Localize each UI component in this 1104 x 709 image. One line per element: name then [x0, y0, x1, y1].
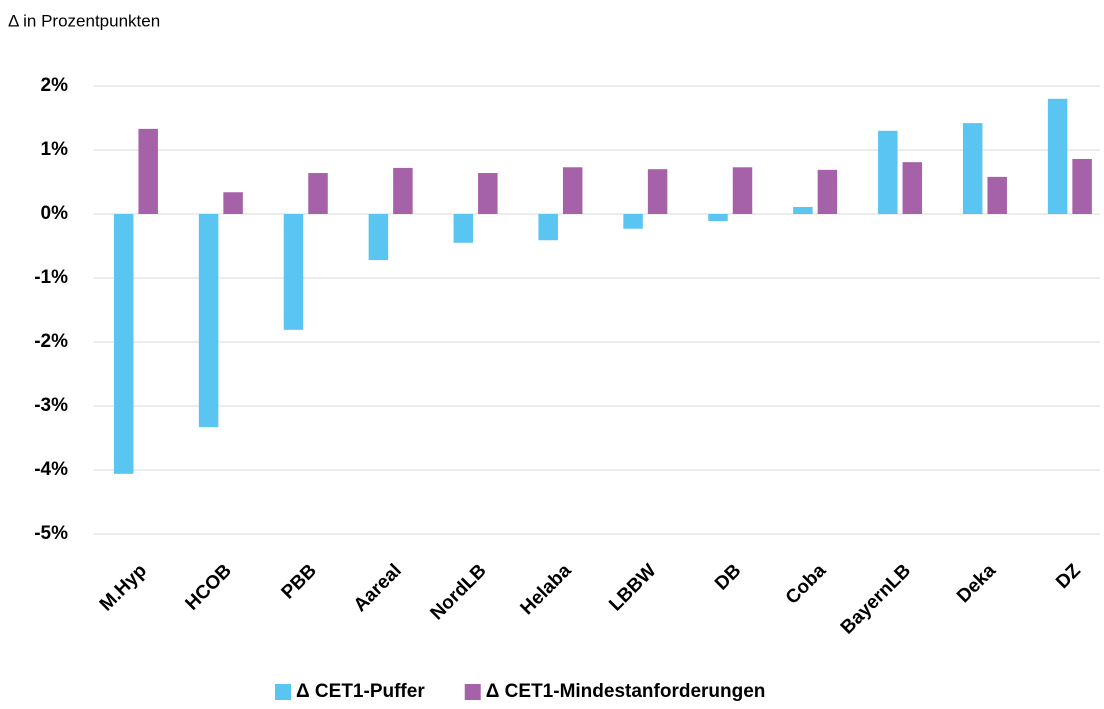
bar — [198, 214, 219, 428]
legend-swatch — [275, 684, 291, 700]
y-tick-label: -2% — [34, 331, 68, 352]
chart-subtitle: Δ in Prozentpunkten — [8, 11, 160, 30]
legend-label: Δ CET1-Mindestanforderungen — [486, 681, 766, 702]
x-tick-label: Coba — [782, 560, 831, 609]
bar — [478, 173, 498, 214]
bar — [817, 169, 838, 214]
bar — [308, 173, 328, 214]
x-tick-label: DZ — [1052, 560, 1085, 593]
bar — [962, 123, 983, 214]
x-tick-label: NordLB — [427, 560, 491, 624]
x-tick-label: Helaba — [517, 560, 576, 619]
bar — [647, 169, 668, 214]
bar — [708, 214, 728, 222]
y-tick-label: -1% — [34, 267, 68, 288]
y-tick-label: -4% — [34, 459, 68, 480]
x-tick-label: DB — [711, 560, 745, 594]
bar — [1047, 98, 1068, 214]
y-tick-label: -3% — [34, 395, 68, 416]
bar — [902, 162, 923, 214]
bar — [562, 167, 583, 214]
bar — [987, 176, 1007, 214]
x-tick-label: BayernLB — [837, 560, 915, 638]
bar — [623, 214, 643, 229]
y-tick-label: 1% — [41, 139, 69, 160]
x-tick-label: Deka — [953, 560, 1000, 607]
bar — [732, 167, 753, 214]
bar — [393, 167, 413, 214]
bar — [138, 128, 158, 214]
x-tick-label: Aareal — [350, 560, 406, 616]
x-tick-label: HCOB — [182, 560, 236, 614]
x-tick-label: LBBW — [605, 560, 660, 615]
bar — [113, 214, 134, 474]
x-tick-label: M.Hyp — [96, 560, 151, 615]
legend-label: Δ CET1-Puffer — [296, 681, 425, 702]
y-tick-label: 0% — [41, 203, 69, 224]
legend-swatch — [464, 684, 481, 700]
bar — [793, 206, 813, 214]
bar — [283, 214, 304, 330]
y-tick-label: -5% — [34, 523, 68, 544]
bar — [223, 192, 243, 214]
x-tick-label: PBB — [278, 560, 321, 603]
y-tick-label: 2% — [41, 75, 69, 96]
bar — [878, 130, 898, 214]
bar — [1072, 158, 1092, 214]
bar — [538, 214, 558, 241]
bar — [453, 214, 474, 243]
bar — [368, 214, 389, 261]
